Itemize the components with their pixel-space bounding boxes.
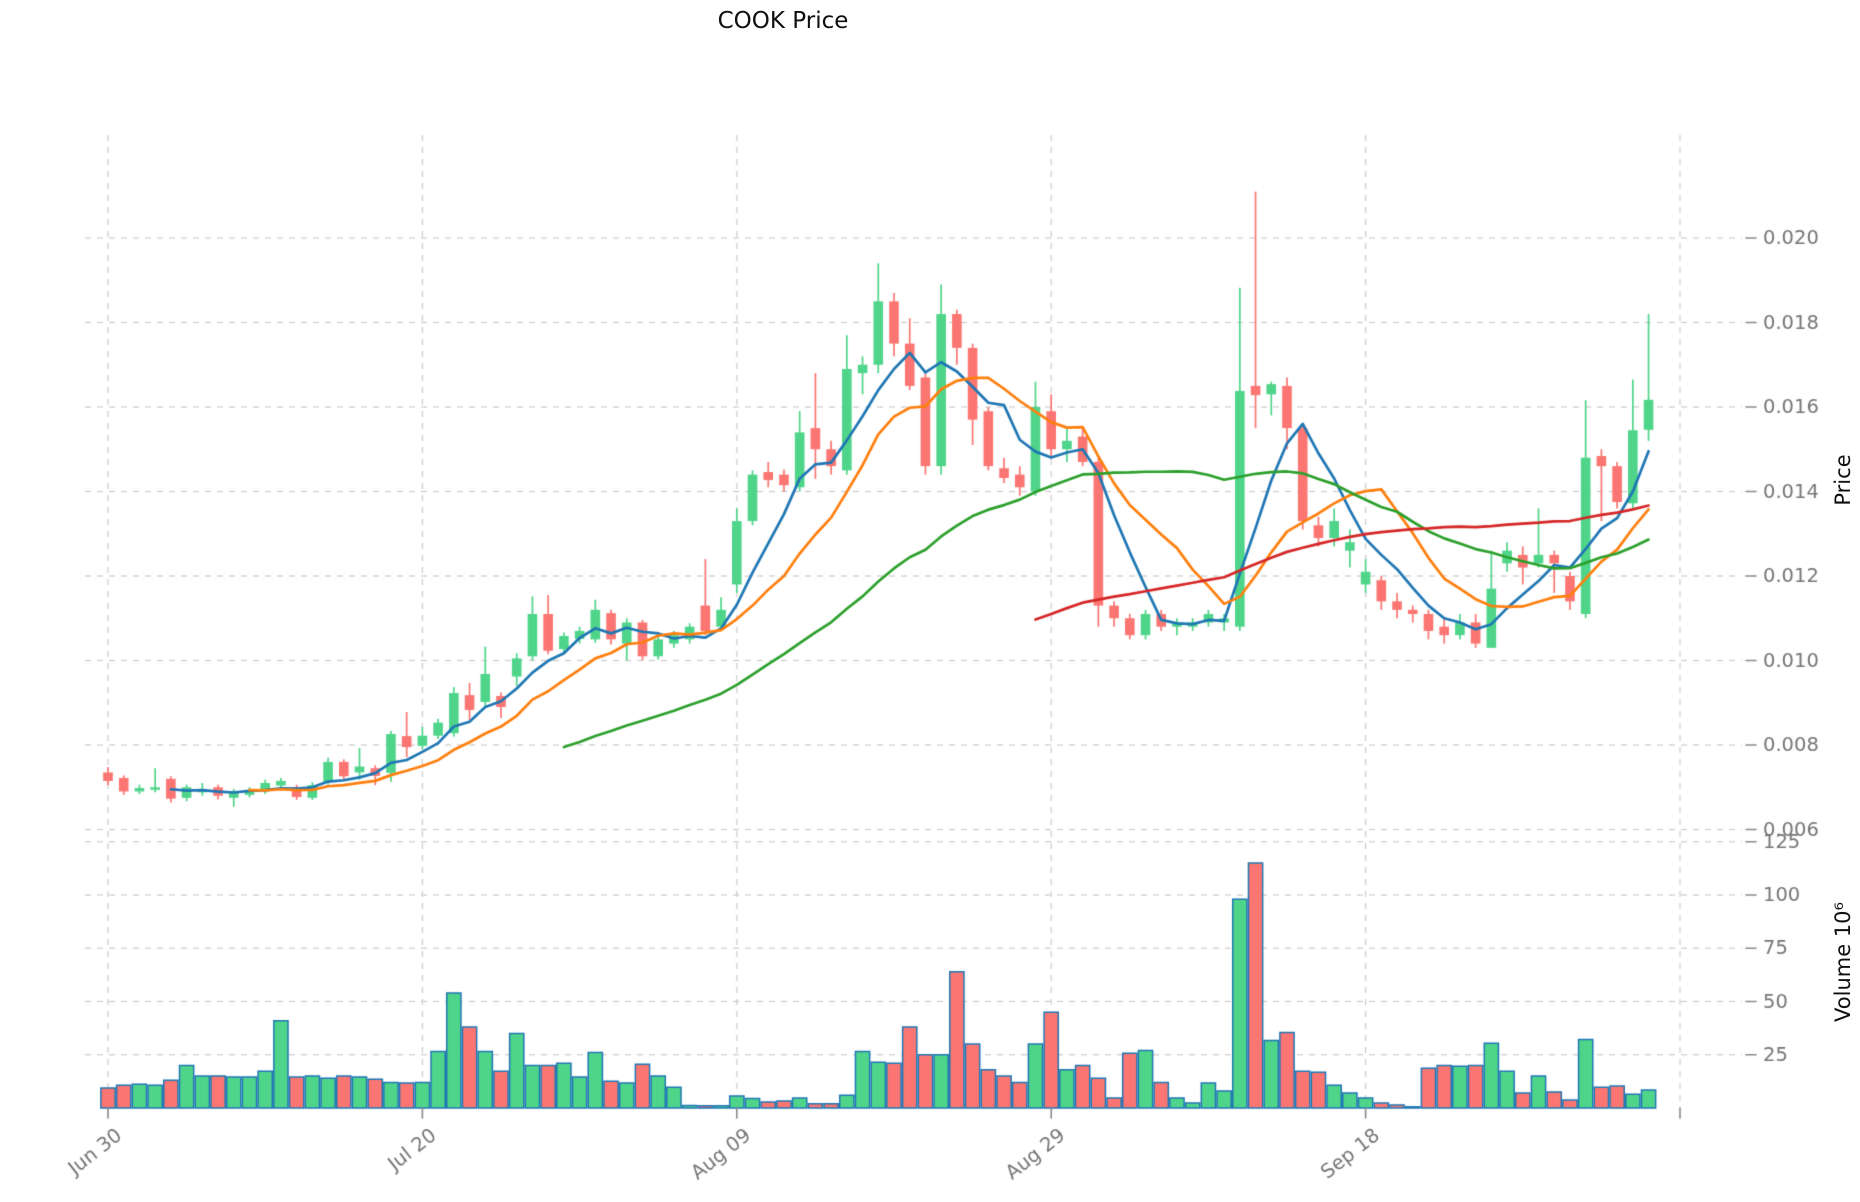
price-axis-title: Price [1831, 454, 1855, 506]
volume-axis-title: Volume 10⁶ [1831, 902, 1855, 1022]
chart-title: COOK Price [717, 8, 849, 34]
